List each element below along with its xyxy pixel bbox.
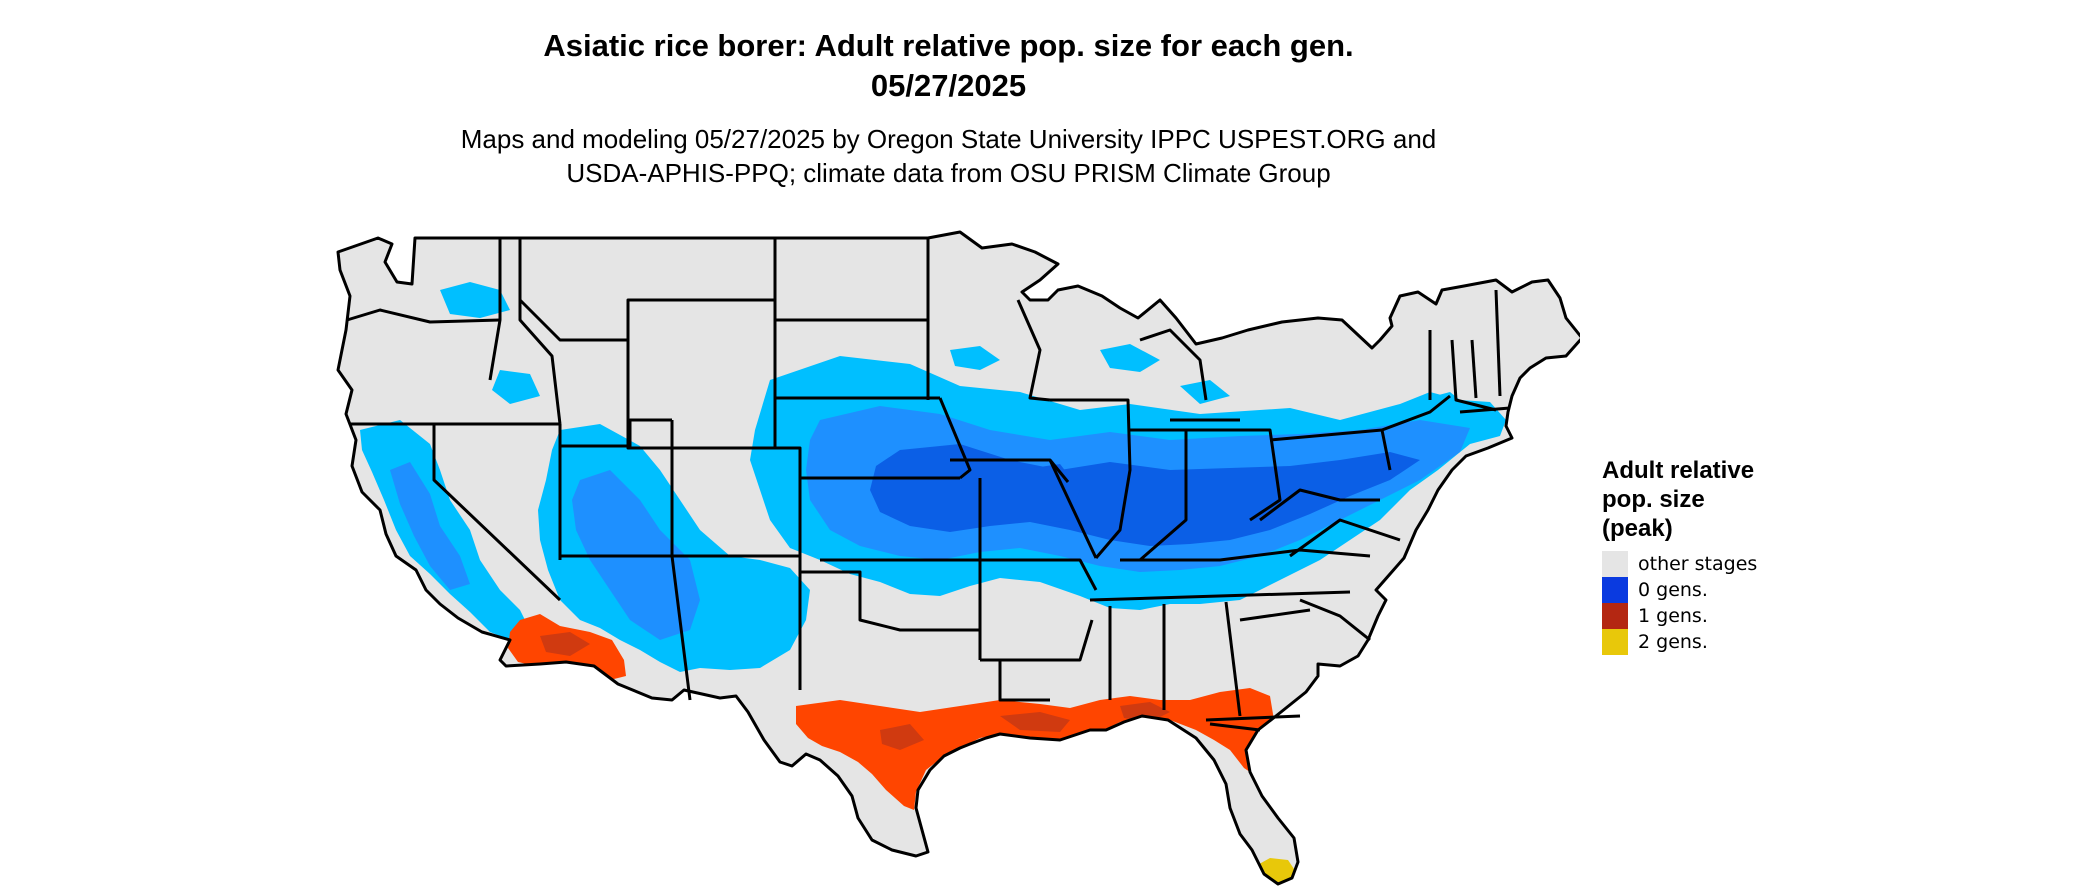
map-date: 05/27/2025: [870, 68, 1027, 103]
legend-label: 2 gens.: [1638, 631, 1708, 653]
map-credits-line2: USDA-APHIS-PPQ; climate data from OSU PR…: [566, 158, 1331, 188]
legend-label: 0 gens.: [1638, 579, 1708, 601]
legend-title-line2: pop. size: [1602, 486, 1705, 513]
legend-swatch: [1602, 603, 1628, 629]
legend-swatch: [1602, 629, 1628, 655]
map-credits-line1: Maps and modeling 05/27/2025 by Oregon S…: [460, 124, 1437, 154]
legend-title-line3: (peak): [1602, 515, 1673, 542]
map-legend: Adult relative pop. size (peak) other st…: [1602, 456, 1902, 655]
legend-label: 1 gens.: [1638, 605, 1708, 627]
legend-item-1-gens: 1 gens.: [1602, 603, 1902, 629]
legend-item-other-stages: other stages: [1602, 551, 1902, 577]
state-borders: [336, 230, 1580, 886]
region-dark-red: [540, 632, 1170, 750]
model-regions: [360, 282, 1506, 884]
map-title: Asiatic rice borer: Adult relative pop. …: [543, 28, 1354, 63]
us-map: [336, 230, 1580, 886]
legend-title-line1: Adult relative: [1602, 457, 1755, 484]
legend-swatch: [1602, 551, 1628, 577]
legend-label: other stages: [1638, 553, 1758, 575]
legend-item-2-gens: 2 gens.: [1602, 629, 1902, 655]
legend-swatch: [1602, 577, 1628, 603]
legend-items: other stages 0 gens. 1 gens. 2 gens.: [1602, 551, 1902, 655]
legend-item-0-gens: 0 gens.: [1602, 577, 1902, 603]
